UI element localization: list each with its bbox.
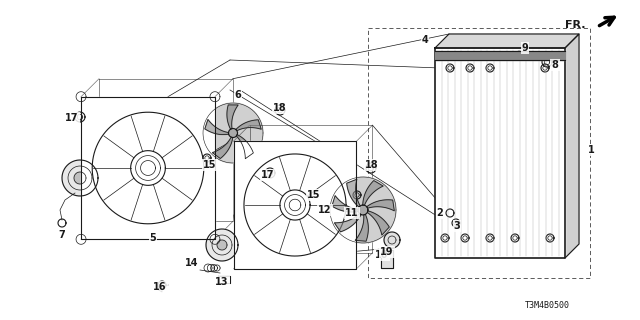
Polygon shape <box>236 120 261 131</box>
Text: 17: 17 <box>261 170 275 180</box>
Polygon shape <box>217 240 227 250</box>
Polygon shape <box>81 97 215 239</box>
Polygon shape <box>332 196 358 212</box>
Text: T3M4B0500: T3M4B0500 <box>525 301 570 310</box>
Polygon shape <box>227 105 238 129</box>
Polygon shape <box>206 229 238 261</box>
Polygon shape <box>289 199 301 211</box>
Polygon shape <box>381 250 393 268</box>
Polygon shape <box>358 205 368 215</box>
Polygon shape <box>203 103 263 163</box>
Text: 14: 14 <box>185 258 199 268</box>
Text: 8: 8 <box>552 60 559 70</box>
Polygon shape <box>228 129 237 138</box>
Polygon shape <box>384 232 400 248</box>
Text: 19: 19 <box>380 247 394 257</box>
Text: 17: 17 <box>65 113 79 123</box>
Text: 3: 3 <box>454 221 460 231</box>
Text: 5: 5 <box>150 233 156 243</box>
Text: FR.: FR. <box>566 20 586 30</box>
Polygon shape <box>236 135 253 159</box>
Polygon shape <box>435 48 565 258</box>
Text: 18: 18 <box>273 103 287 113</box>
Polygon shape <box>244 154 346 256</box>
Text: 9: 9 <box>522 43 529 53</box>
Text: 7: 7 <box>59 230 65 240</box>
Polygon shape <box>62 160 98 196</box>
Polygon shape <box>280 190 310 220</box>
Text: 2: 2 <box>436 208 444 218</box>
Text: 4: 4 <box>422 35 428 45</box>
Text: 1: 1 <box>588 145 595 155</box>
Text: 10: 10 <box>375 250 388 260</box>
Text: 16: 16 <box>153 282 167 292</box>
Polygon shape <box>92 112 204 224</box>
Polygon shape <box>363 180 383 205</box>
Polygon shape <box>234 141 356 269</box>
Polygon shape <box>131 151 165 185</box>
Polygon shape <box>435 34 579 48</box>
Polygon shape <box>212 137 233 158</box>
Polygon shape <box>367 200 394 211</box>
Text: 13: 13 <box>215 277 228 287</box>
Text: 6: 6 <box>235 90 241 100</box>
Text: 15: 15 <box>204 160 217 170</box>
Polygon shape <box>435 51 565 60</box>
Polygon shape <box>334 214 361 232</box>
Polygon shape <box>367 211 389 235</box>
Polygon shape <box>347 179 360 207</box>
Text: 18: 18 <box>365 160 379 170</box>
Polygon shape <box>330 177 396 243</box>
Polygon shape <box>74 172 86 184</box>
Polygon shape <box>205 119 228 135</box>
Text: 12: 12 <box>318 205 332 215</box>
Text: 15: 15 <box>307 190 321 200</box>
Polygon shape <box>565 34 579 258</box>
Polygon shape <box>141 161 156 175</box>
Text: 11: 11 <box>345 208 359 218</box>
Polygon shape <box>355 214 369 241</box>
